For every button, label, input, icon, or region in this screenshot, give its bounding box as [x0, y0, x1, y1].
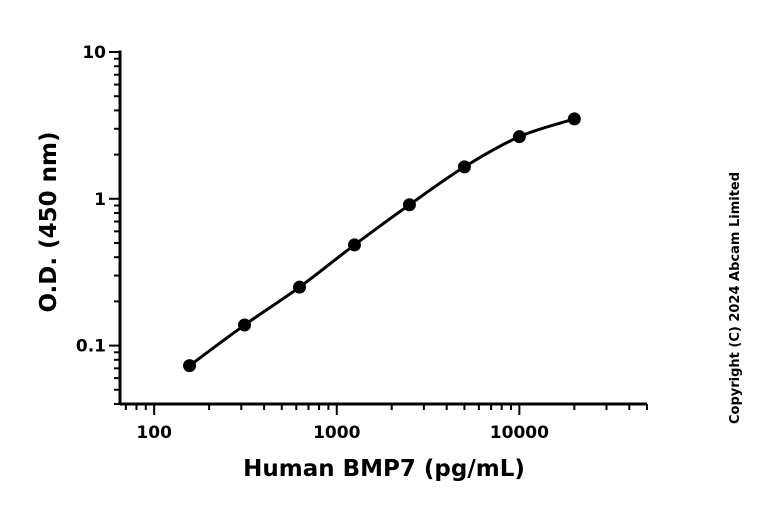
x-ticks — [124, 404, 648, 415]
data-point — [238, 318, 252, 332]
x-axis-title: Human BMP7 (pg/mL) — [243, 456, 525, 482]
y-ticks — [109, 51, 120, 405]
copyright-text: Copyright (C) 2024 Abcam Limited — [728, 172, 743, 424]
data-point — [402, 198, 416, 212]
y-axis: 0.1 1 10 O.D. (450 nm) — [36, 43, 122, 405]
y-tick-labels: 0.1 1 10 — [76, 43, 106, 357]
data-point — [183, 359, 197, 373]
x-tick-label-0: 100 — [136, 423, 172, 443]
y-axis-title: O.D. (450 nm) — [36, 131, 62, 312]
data-points — [183, 112, 581, 373]
x-tick-label-2: 10000 — [490, 423, 549, 443]
x-tick-labels: 100 1000 10000 — [136, 423, 549, 443]
data-point — [567, 112, 581, 126]
data-point — [292, 280, 306, 294]
y-tick-label-0: 0.1 — [76, 337, 106, 357]
x-tick-label-1: 1000 — [313, 423, 360, 443]
data-point — [512, 130, 526, 144]
data-point — [457, 160, 471, 174]
data-point — [347, 238, 361, 252]
y-tick-label-1: 1 — [94, 190, 106, 210]
y-tick-label-2: 10 — [82, 43, 106, 63]
x-axis: 100 1000 10000 Human BMP7 (pg/mL) — [120, 402, 648, 482]
